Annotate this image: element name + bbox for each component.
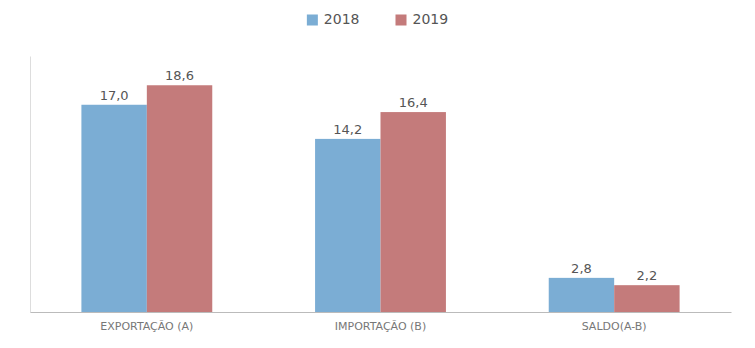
legend-item: 2018 — [307, 11, 360, 27]
chart: EXPORTAÇÃO (A) IMPORTAÇÃO (B) SALDO(A-B) 17… — [0, 0, 755, 348]
data-label: 17,0 — [100, 88, 129, 103]
x-tick: SALDO(A-B) — [582, 312, 647, 333]
legend-swatch — [396, 15, 407, 26]
x-tick: IMPORTAÇÃO (B) — [335, 312, 426, 333]
bar — [315, 139, 380, 312]
x-tick-label: IMPORTAÇÃO (B) — [335, 320, 426, 333]
plot: EXPORTAÇÃO (A) IMPORTAÇÃO (B) SALDO(A-B) 17… — [31, 57, 732, 333]
x-axis-line — [31, 312, 732, 313]
x-tick-label: SALDO(A-B) — [582, 320, 647, 333]
legend-label: 2018 — [324, 11, 360, 27]
y-axis — [30, 57, 31, 313]
bar — [81, 105, 146, 312]
y-axis-line — [30, 57, 31, 313]
data-label: 2,2 — [637, 268, 658, 283]
bar — [549, 278, 614, 312]
data-label: 18,6 — [165, 68, 194, 83]
bar — [614, 285, 679, 312]
bar — [381, 112, 446, 312]
legend-item: 2019 — [396, 11, 449, 27]
x-tick-label: EXPORTAÇÃO (A) — [100, 320, 193, 333]
legend-swatch — [307, 15, 318, 26]
x-axis: EXPORTAÇÃO (A) IMPORTAÇÃO (B) SALDO(A-B) — [31, 312, 732, 333]
legend: 2018 2019 — [307, 11, 448, 27]
bars — [81, 85, 679, 312]
data-label: 16,4 — [399, 95, 428, 110]
bars-inner — [81, 85, 679, 312]
data-label: 14,2 — [333, 122, 362, 137]
data-label: 2,8 — [571, 261, 592, 276]
x-tick: EXPORTAÇÃO (A) — [100, 312, 193, 333]
bar — [147, 85, 212, 312]
legend-label: 2019 — [413, 11, 449, 27]
